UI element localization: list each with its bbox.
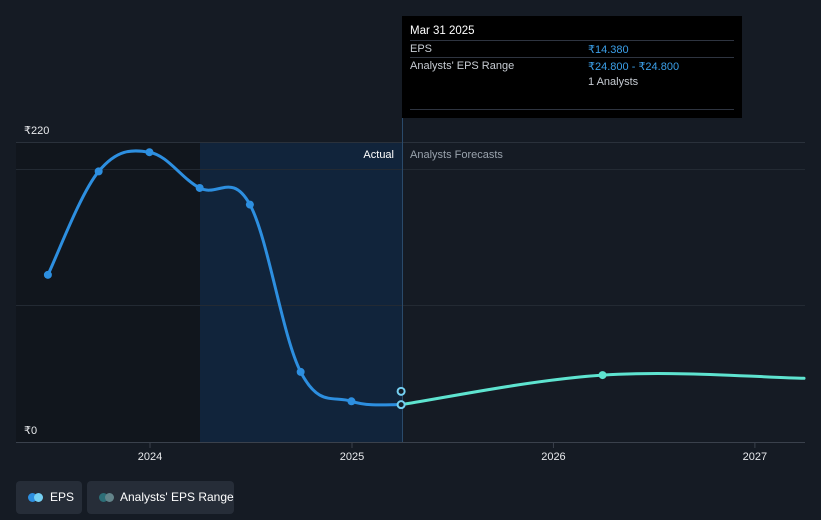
range-legend-icon [99,493,115,502]
x-tick-label-3: 2027 [743,451,767,463]
actual-label: Actual [363,149,394,161]
range-dot-right [105,493,114,502]
range-highlight-point[interactable] [396,386,406,396]
eps-point-5[interactable] [296,367,305,376]
tooltip: Mar 31 2025 EPS ₹14.380 Analysts' EPS Ra… [402,16,742,118]
tooltip-range-sep: - [628,61,639,73]
forecast-point-1[interactable] [598,371,607,380]
x-tick-label-2: 2026 [541,451,565,463]
legend-range-button[interactable]: Analysts' EPS Range [87,481,234,514]
eps-dot-right [34,493,43,502]
tooltip-range-low: ₹24.800 [588,61,629,73]
past-region [16,142,200,442]
forecast-label: Analysts Forecasts [410,149,503,161]
tooltip-date: Mar 31 2025 [410,25,475,37]
eps-point-1[interactable] [94,167,103,176]
tooltip-divider [410,109,734,110]
tooltip-eps-row: EPS ₹14.380 [410,40,734,58]
legend-eps-label: EPS [50,490,75,504]
range-dot-left [99,493,108,502]
eps-point-0[interactable] [43,270,52,279]
tooltip-analysts-row: 1 Analysts [410,74,734,91]
eps-point-7[interactable] [396,400,406,410]
y-tick-bottom: ₹0 [24,425,37,437]
legend-range-label: Analysts' EPS Range [120,490,234,504]
tooltip-eps-label: EPS [410,43,433,55]
eps-dot-left [28,493,37,502]
tooltip-range-label: Analysts' EPS Range [410,60,515,72]
eps-point-6[interactable] [347,397,356,406]
tooltip-range-value: ₹24.800 - ₹24.800 [588,60,679,73]
actual-region [200,142,402,442]
legend-eps-button[interactable]: EPS [16,481,82,514]
eps-legend-icon [28,493,44,502]
tooltip-eps-value: ₹14.380 [588,44,629,56]
tooltip-range-high: ₹24.800 [638,61,680,73]
x-tick-label-1: 2025 [340,451,364,463]
x-tick-label-0: 2024 [138,451,162,463]
y-tick-top: ₹220 [24,125,49,137]
eps-point-2[interactable] [145,148,154,157]
eps-point-3[interactable] [195,183,204,192]
eps-point-4[interactable] [245,200,254,209]
tooltip-range-row: Analysts' EPS Range ₹24.800 - ₹24.800 [410,57,734,75]
tooltip-analysts: 1 Analysts [588,76,639,88]
